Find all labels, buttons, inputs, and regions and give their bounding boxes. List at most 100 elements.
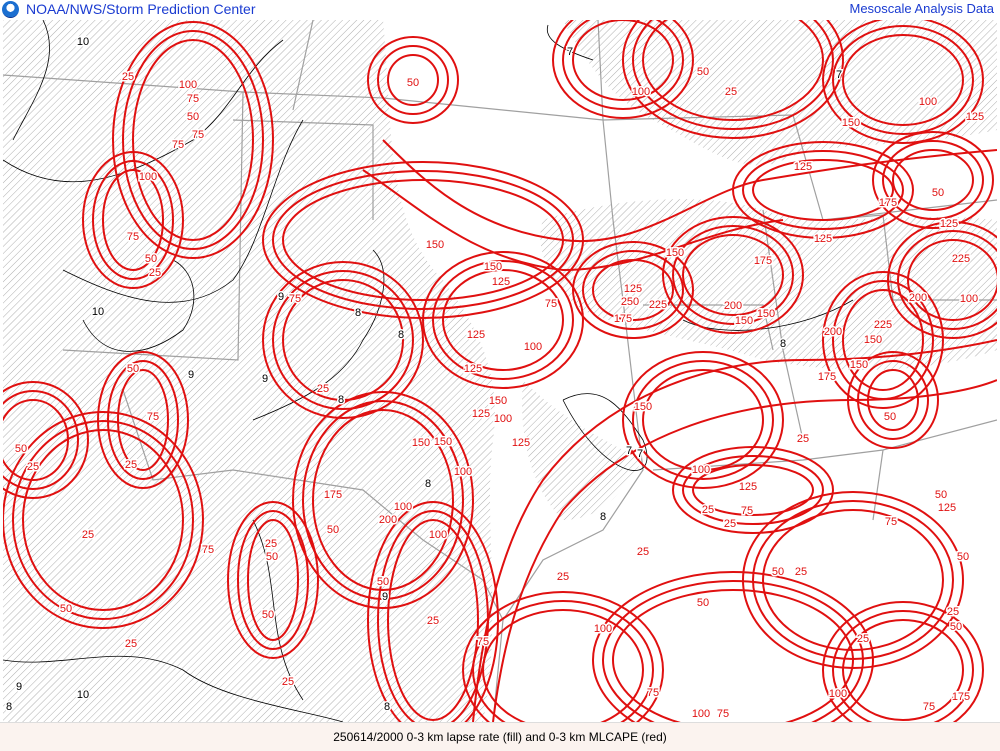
mlcape-label: 150	[426, 239, 444, 251]
mlcape-contour	[362, 169, 784, 272]
mlcape-label: 50	[377, 576, 389, 588]
mlcape-label: 50	[407, 77, 419, 89]
mlcape-label: 125	[467, 329, 485, 341]
mlcape-contour	[822, 601, 984, 722]
mlcape-label: 25	[557, 571, 569, 583]
mlcape-label: 50	[15, 443, 27, 455]
mlcape-contour	[572, 241, 694, 339]
mlcape-contour	[292, 391, 474, 609]
mlcape-contour	[442, 269, 564, 371]
mlcape-contour	[752, 159, 894, 221]
mlcape-contour	[132, 39, 254, 241]
mlcape-label: 25	[797, 433, 809, 445]
mlcape-contour	[112, 21, 274, 259]
mlcape-label: 75	[127, 231, 139, 243]
mlcape-label: 175	[952, 691, 970, 703]
mlcape-contour	[582, 250, 684, 330]
mlcape-label: 25	[317, 383, 329, 395]
mlcape-label: 150	[842, 117, 860, 129]
mlcape-contour	[907, 239, 997, 321]
mlcape-label: 125	[464, 363, 482, 375]
mlcape-contour	[432, 260, 574, 380]
mlcape-label: 100	[594, 623, 612, 635]
mlcape-contour	[377, 45, 449, 115]
mlcape-label: 100	[919, 96, 937, 108]
mlcape-contour	[632, 360, 774, 480]
mlcape-label: 50	[266, 551, 278, 563]
mlcape-contour	[832, 25, 974, 135]
mlcape-contour	[752, 500, 954, 660]
mlcape-label: 50	[950, 621, 962, 633]
mlcape-contour	[462, 591, 664, 722]
mlcape-label: 50	[262, 609, 274, 621]
lapse-rate-label: 7	[637, 448, 643, 460]
mlcape-contour	[552, 20, 694, 119]
mlcape-label: 125	[940, 218, 958, 230]
mlcape-contour	[682, 234, 784, 316]
mlcape-contour	[832, 610, 974, 722]
mlcape-label: 25	[265, 538, 277, 550]
mlcape-contour	[237, 510, 309, 650]
lapse-rate-label: 8	[398, 329, 404, 341]
map-caption: 250614/2000 0-3 km lapse rate (fill) and…	[333, 730, 667, 744]
mlcape-contour	[682, 455, 824, 525]
state-border	[122, 389, 234, 481]
mlcape-contour	[642, 20, 824, 121]
mlcape-contour	[282, 279, 404, 401]
mlcape-label: 150	[864, 334, 882, 346]
mlcape-label: 25	[27, 461, 39, 473]
mlcape-label: 25	[702, 504, 714, 516]
mlcape-contour	[842, 289, 924, 391]
mlcape-label: 25	[427, 615, 439, 627]
mlcape-label: 100	[692, 464, 710, 476]
lapse-rate-label: 9	[16, 681, 22, 693]
mlcape-contour	[367, 36, 459, 124]
mlcape-label: 100	[632, 86, 650, 98]
mlcape-contour	[302, 400, 464, 600]
mlcape-contour	[122, 30, 264, 250]
mlcape-contour	[3, 381, 89, 499]
lapse-rate-label: 7	[626, 445, 632, 457]
mlcape-contour	[262, 261, 424, 419]
mlcape-contour	[672, 225, 794, 325]
mlcape-label: 150	[735, 315, 753, 327]
mlcape-label: 100	[524, 341, 542, 353]
lapse-rate-label: 9	[278, 291, 284, 303]
mlcape-contour	[822, 20, 984, 144]
mlcape-label: 125	[794, 161, 812, 173]
mlcape-label: 75	[147, 411, 159, 423]
mlcape-contour	[662, 216, 804, 334]
mlcape-label: 225	[649, 299, 667, 311]
mlcape-label: 50	[697, 597, 709, 609]
mlcape-label: 100	[394, 501, 412, 513]
mlcape-contour	[897, 230, 997, 330]
mlcape-label: 50	[60, 603, 72, 615]
mlcape-label: 100	[829, 688, 847, 700]
mlcape-label: 175	[818, 371, 836, 383]
mlcape-label: 100	[179, 79, 197, 91]
mlcape-contour	[592, 571, 874, 722]
lapse-rate-label: 9	[382, 591, 388, 603]
state-border	[872, 449, 884, 521]
mlcape-label: 125	[472, 408, 490, 420]
mlcape-label: 75	[172, 139, 184, 151]
mlcape-contour	[642, 369, 764, 471]
mlcape-label: 25	[82, 529, 94, 541]
lapse-rate-label: 8	[384, 701, 390, 713]
mlcape-contour	[602, 580, 864, 722]
mlcape-contour	[97, 351, 189, 489]
mlcape-label: 75	[202, 544, 214, 556]
lapse-rate-label: 9	[188, 369, 194, 381]
mlcape-label: 150	[757, 308, 775, 320]
mlcape-label: 75	[289, 293, 301, 305]
mlcape-label: 175	[879, 197, 897, 209]
mlcape-contour	[622, 20, 844, 139]
mlcape-contour	[492, 379, 997, 722]
mlcape-contour	[842, 619, 964, 721]
mlcape-contour	[387, 54, 439, 106]
mlcape-contour	[822, 271, 944, 409]
lapse-rate-label: 7	[567, 46, 573, 58]
mlcape-label: 100	[429, 529, 447, 541]
mlcape-label: 125	[938, 502, 956, 514]
mlcape-contour	[872, 131, 994, 229]
